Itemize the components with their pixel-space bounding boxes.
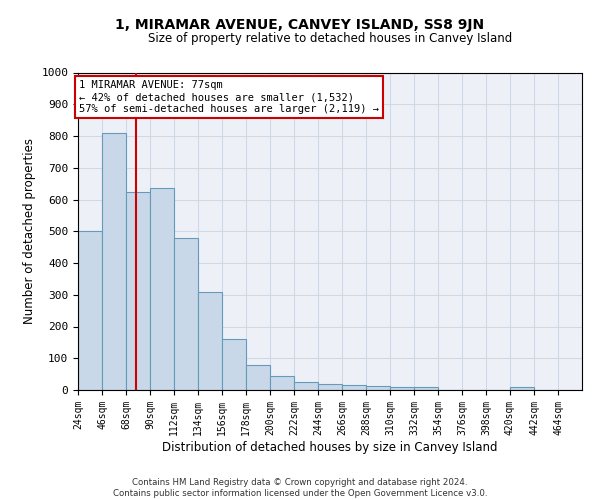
- Text: 1 MIRAMAR AVENUE: 77sqm
← 42% of detached houses are smaller (1,532)
57% of semi: 1 MIRAMAR AVENUE: 77sqm ← 42% of detache…: [79, 80, 379, 114]
- Bar: [366, 386, 390, 390]
- Bar: [126, 192, 150, 390]
- Bar: [342, 385, 366, 390]
- Bar: [102, 133, 126, 390]
- Text: 1, MIRAMAR AVENUE, CANVEY ISLAND, SS8 9JN: 1, MIRAMAR AVENUE, CANVEY ISLAND, SS8 9J…: [115, 18, 485, 32]
- Bar: [246, 364, 270, 390]
- Bar: [414, 387, 438, 390]
- Y-axis label: Number of detached properties: Number of detached properties: [23, 138, 36, 324]
- X-axis label: Distribution of detached houses by size in Canvey Island: Distribution of detached houses by size …: [162, 440, 498, 454]
- Bar: [78, 231, 102, 390]
- Bar: [198, 292, 222, 390]
- Bar: [318, 384, 342, 390]
- Bar: [390, 388, 414, 390]
- Text: Contains HM Land Registry data © Crown copyright and database right 2024.
Contai: Contains HM Land Registry data © Crown c…: [113, 478, 487, 498]
- Title: Size of property relative to detached houses in Canvey Island: Size of property relative to detached ho…: [148, 32, 512, 45]
- Bar: [222, 338, 246, 390]
- Bar: [150, 188, 174, 390]
- Bar: [510, 387, 534, 390]
- Bar: [174, 238, 198, 390]
- Bar: [294, 382, 318, 390]
- Bar: [270, 376, 294, 390]
